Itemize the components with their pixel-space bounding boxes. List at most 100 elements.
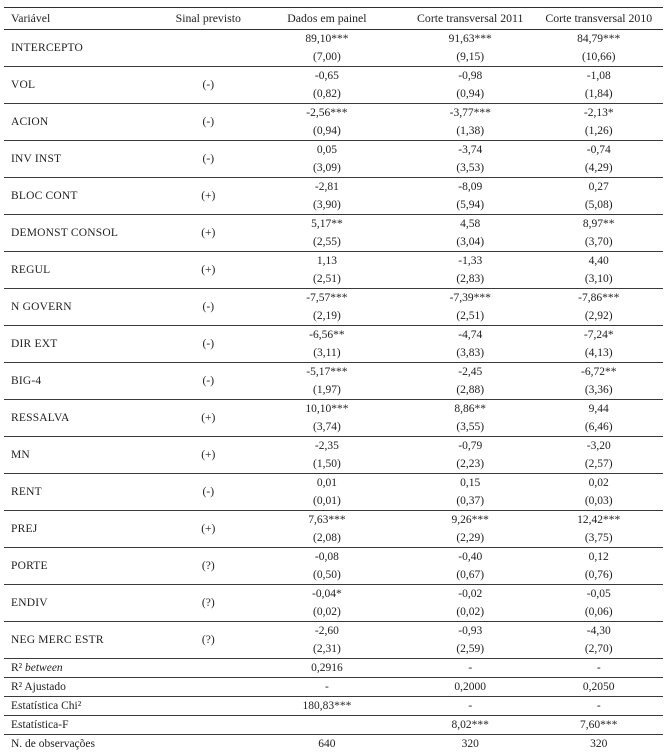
standard-error: (3,09) [313, 162, 341, 174]
coefficient-cell: 8,86** (3,55) [405, 399, 535, 437]
summary-label: R² between [4, 658, 169, 678]
coefficient-value: -0,98 [458, 70, 483, 82]
standard-error: (1,38) [456, 125, 485, 137]
summary-value: 320 [590, 738, 608, 750]
coefficient-value: -2,35 [314, 440, 339, 452]
coefficient-value: -2,56*** [306, 107, 348, 119]
coefficient-cell: 0,27 (5,08) [534, 177, 663, 215]
table-row: PREJ (+) 7,63*** (2,08) 9,26*** (2,29) 12,42**… [4, 510, 663, 548]
standard-error: (2,31) [313, 643, 341, 655]
standard-error: (0,94) [456, 88, 485, 100]
standard-error: (0,06) [584, 606, 613, 618]
predicted-sign: (+) [168, 510, 248, 548]
coefficient-cell: -4,30 (2,70) [534, 621, 663, 659]
coefficient-cell: -8,09 (5,94) [405, 177, 535, 215]
variable-name: PORTE [4, 547, 169, 585]
standard-error: (9,15) [456, 51, 485, 63]
coefficient-cell: -2,35 (1,50) [247, 436, 406, 474]
variable-name: REGUL [4, 251, 169, 289]
predicted-sign: (+) [168, 214, 248, 252]
summary-label: R² Ajustado [4, 677, 169, 697]
standard-error: (0,50) [313, 569, 341, 581]
standard-error: (4,13) [584, 347, 613, 359]
coefficient-value: -3,77*** [449, 107, 491, 119]
coefficient-value: 1,13 [316, 255, 337, 267]
standard-error: (2,23) [456, 458, 485, 470]
coefficient-value: 9,44 [588, 403, 609, 415]
coefficient-value: -2,13* [583, 107, 614, 119]
standard-error: (3,55) [456, 421, 485, 433]
coefficient-cell: 12,42*** (3,75) [534, 510, 663, 548]
coefficient-value: 8,86** [454, 403, 487, 415]
coefficient-cell: -2,56*** (0,94) [247, 103, 406, 141]
coefficient-value: 0,01 [316, 477, 337, 489]
column-header-corte-transversal-2010: Corte transversal 2010 [534, 7, 663, 30]
table-row: ACION (-) -2,56*** (0,94) -3,77*** (1,38) -2,1… [4, 103, 663, 141]
summary-value: 180,83*** [247, 696, 406, 716]
variable-name: DEMONST CONSOL [4, 214, 169, 252]
table-row: BLOC CONT (+) -2,81 (3,90) -8,09 (5,94) 0,27 (5… [4, 177, 663, 215]
standard-error: (0,67) [456, 569, 485, 581]
coefficient-cell: 0,02 (0,03) [534, 473, 663, 511]
coefficient-cell: 4,40 (3,10) [534, 251, 663, 289]
coefficient-value: -1,33 [458, 255, 483, 267]
summary-value: 0,2050 [534, 677, 663, 697]
standard-error: (2,83) [456, 273, 485, 285]
table-row: DIR EXT (-) -6,56** (3,11) -4,74 (3,83) -7,24*… [4, 325, 663, 363]
table-row: NEG MERC ESTR (?) -2,60 (2,31) -0,93 (2,59) -4… [4, 621, 663, 659]
coefficient-cell: -0,40 (0,67) [405, 547, 535, 585]
standard-error: (3,70) [584, 236, 613, 248]
standard-error: (0,02) [456, 606, 485, 618]
coefficient-cell: 0,15 (0,37) [405, 473, 535, 511]
standard-error: (1,84) [584, 88, 613, 100]
coefficient-value: -2,60 [314, 625, 339, 637]
standard-error: (1,97) [313, 384, 341, 396]
standard-error: (3,53) [456, 162, 485, 174]
coefficient-value: -2,81 [314, 181, 339, 193]
standard-error: (3,11) [313, 347, 341, 359]
summary-sign-empty [168, 715, 248, 735]
summary-row: Estatística-F 8,02*** 7,60*** [4, 715, 663, 735]
standard-error: (3,83) [456, 347, 485, 359]
coefficient-value: -8,09 [458, 181, 483, 193]
coefficient-cell: -6,56** (3,11) [247, 325, 406, 363]
predicted-sign [168, 29, 248, 67]
coefficient-cell: 89,10*** (7,00) [247, 29, 406, 67]
column-header-dados-em-painel: Dados em painel [247, 7, 406, 30]
coefficient-cell: -0,98 (0,94) [405, 66, 535, 104]
coefficient-cell: 1,13 (2,51) [247, 251, 406, 289]
standard-error: (1,50) [313, 458, 341, 470]
variable-name: ACION [4, 103, 169, 141]
coefficient-value: 5,17** [311, 218, 343, 230]
coefficient-cell: -0,04* (0,02) [247, 584, 406, 622]
variable-name: N GOVERN [4, 288, 169, 326]
standard-error: (2,19) [313, 310, 341, 322]
coefficient-cell: 4,58 (3,04) [405, 214, 535, 252]
standard-error: (7,00) [313, 51, 341, 63]
coefficient-cell: -0,65 (0,82) [247, 66, 406, 104]
summary-value: - [534, 658, 663, 678]
summary-row: Estatística Chi² 180,83*** - - [4, 696, 663, 716]
standard-error: (2,88) [456, 384, 485, 396]
coefficient-cell: -2,45 (2,88) [405, 362, 535, 400]
coefficient-value: 89,10*** [305, 33, 349, 45]
table-row: INV INST (-) 0,05 (3,09) -3,74 (3,53) -0,74 (4,… [4, 140, 663, 178]
coefficient-value: -0,79 [458, 440, 483, 452]
table-row: REGUL (+) 1,13 (2,51) -1,33 (2,83) 4,40 (3,10) [4, 251, 663, 289]
standard-error: (2,55) [313, 236, 341, 248]
summary-row: N. de observações 640 320 320 [4, 735, 663, 753]
coefficient-value: 4,58 [460, 218, 481, 230]
regression-results-table: Variável Sinal previsto Dados em painel … [4, 7, 663, 753]
table-row: VOL (-) -0,65 (0,82) -0,98 (0,94) -1,08 (1,84) [4, 66, 663, 104]
coefficient-value: 0,12 [588, 551, 609, 563]
standard-error: (3,90) [313, 199, 341, 211]
variable-name: RESSALVA [4, 399, 169, 437]
coefficient-cell: -0,05 (0,06) [534, 584, 663, 622]
coefficient-value: -4,30 [586, 625, 611, 637]
coefficient-cell: -4,74 (3,83) [405, 325, 535, 363]
coefficient-value: -2,45 [458, 366, 483, 378]
coefficient-cell: -0,02 (0,02) [405, 584, 535, 622]
coefficient-cell: -2,81 (3,90) [247, 177, 406, 215]
coefficient-cell: 7,63*** (2,08) [247, 510, 406, 548]
predicted-sign: (?) [168, 621, 248, 659]
